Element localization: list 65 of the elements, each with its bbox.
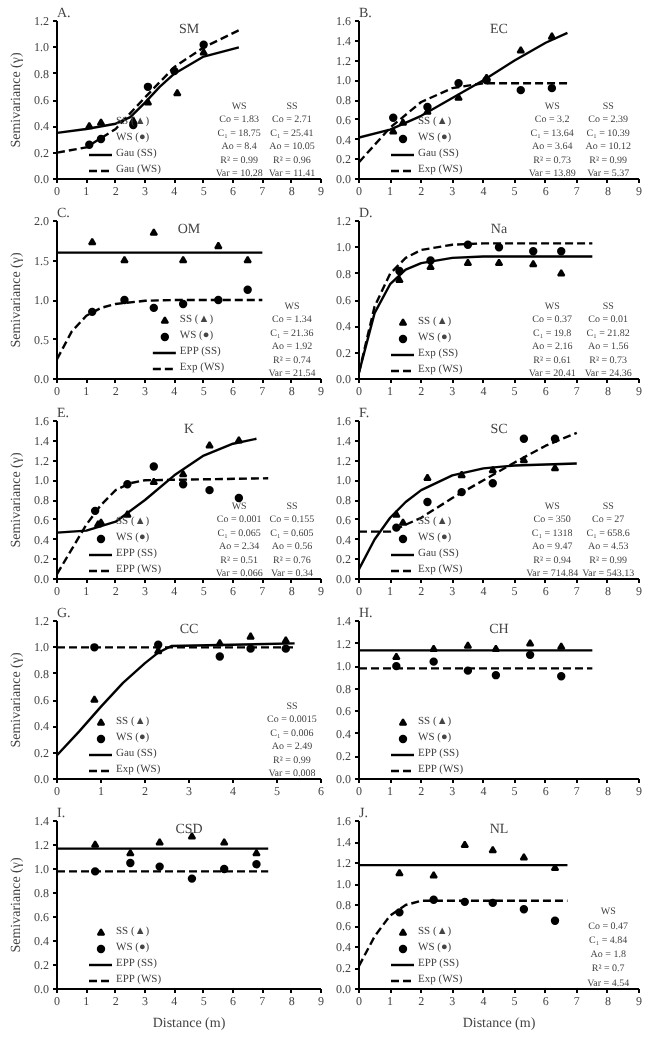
point [88, 237, 97, 246]
point [529, 247, 538, 256]
point [90, 695, 99, 703]
point [178, 469, 188, 478]
point [488, 898, 497, 908]
point [516, 45, 525, 54]
point [243, 285, 252, 294]
point [234, 493, 244, 503]
point [246, 632, 255, 640]
point [454, 79, 463, 88]
point [395, 868, 404, 877]
point [529, 259, 538, 268]
point [423, 102, 432, 112]
point [205, 440, 214, 449]
point [429, 870, 438, 879]
point [205, 485, 214, 495]
point [488, 845, 497, 854]
point [395, 908, 404, 917]
point [252, 848, 261, 857]
point [557, 672, 566, 681]
point [389, 113, 398, 122]
point [463, 258, 473, 266]
point [155, 837, 164, 846]
point [392, 652, 401, 660]
point [491, 670, 501, 680]
point [215, 652, 224, 661]
point [557, 268, 566, 277]
point [463, 240, 473, 249]
point [126, 858, 135, 868]
point [214, 241, 223, 250]
point [187, 874, 197, 883]
point [519, 905, 529, 914]
point [149, 303, 158, 313]
point [178, 480, 188, 489]
point [126, 848, 135, 857]
point [516, 85, 525, 95]
point [519, 853, 529, 861]
point [463, 641, 473, 649]
point [149, 228, 158, 236]
point [120, 295, 129, 305]
point [220, 837, 229, 846]
point [155, 862, 164, 871]
point [149, 477, 158, 486]
point [525, 650, 535, 660]
point [525, 638, 535, 647]
point [252, 860, 261, 869]
point [519, 434, 529, 443]
point [395, 275, 404, 284]
point [178, 299, 188, 309]
point [547, 83, 557, 93]
point [494, 258, 504, 266]
point [494, 243, 504, 252]
point [243, 255, 252, 264]
point [550, 916, 560, 925]
point [120, 255, 129, 264]
point [173, 88, 182, 97]
point [557, 247, 566, 256]
point [178, 255, 188, 264]
point [488, 479, 497, 488]
point [149, 462, 158, 471]
point [423, 473, 432, 482]
point [460, 840, 469, 848]
point [429, 657, 438, 666]
point [143, 82, 153, 92]
point [423, 497, 432, 507]
